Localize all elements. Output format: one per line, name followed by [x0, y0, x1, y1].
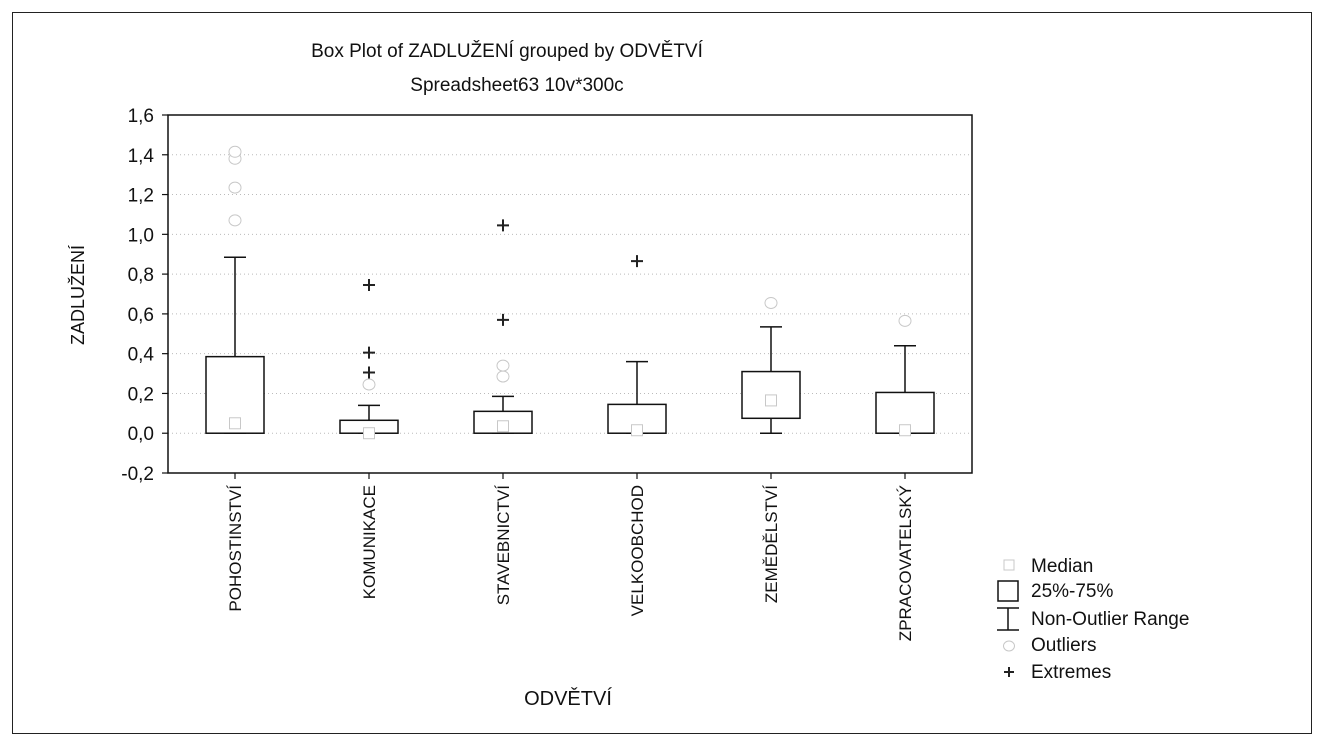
y-tick-label: 0,8 [128, 265, 154, 286]
y-tick-label: 0,6 [128, 305, 154, 326]
x-tick-label: KOMUNIKACE [360, 485, 379, 599]
y-tick-label: 0,4 [128, 345, 155, 366]
outlier-point [496, 359, 510, 372]
outlier-point [362, 378, 376, 391]
median-marker [497, 420, 509, 433]
y-tick-label: 0,0 [128, 424, 154, 445]
legend-median-marker [1003, 559, 1015, 571]
legend-whisker-label: Non-Outlier Range [1031, 609, 1189, 630]
y-tick-label: -0,2 [121, 464, 154, 485]
y-axis-label: ZADLUŽENÍ [68, 245, 88, 345]
median-marker [363, 427, 375, 440]
outlier-point [228, 181, 242, 194]
extreme-point [363, 279, 375, 292]
plot-area: -0,2 0,0 0,2 0,4 0,6 0,8 1,0 1,2 1,4 1,6 POHOSTINS… [121, 106, 973, 641]
chart-frame [12, 12, 1312, 734]
x-tick-label: ZEMĚDĚLSTVÍ [762, 485, 781, 603]
x-tick-label: ZPRACOVATELSKÝ [896, 485, 915, 641]
extreme-point [497, 219, 509, 232]
y-tick-label: 0,2 [128, 384, 154, 405]
y-tick-label: 1,4 [128, 146, 155, 167]
median-marker [899, 424, 911, 437]
legend: Median 25%-75% Non-Outlier Range Outlier… [997, 556, 1189, 683]
outlier-point [228, 214, 242, 227]
legend-outlier-label: Outliers [1031, 635, 1096, 656]
y-tick-label: 1,6 [128, 106, 154, 127]
outlier-point [764, 296, 778, 309]
y-tick-label: 1,0 [128, 225, 154, 246]
legend-extreme-marker [1004, 667, 1014, 677]
legend-box-marker [997, 580, 1019, 602]
extreme-point [363, 366, 375, 379]
median-marker [229, 417, 241, 430]
legend-box-label: 25%-75% [1031, 581, 1113, 602]
x-tick-label: STAVEBNICTVÍ [494, 485, 513, 606]
legend-extreme-label: Extremes [1031, 662, 1111, 683]
extreme-point [631, 255, 643, 268]
median-marker [765, 394, 777, 407]
x-axis-label: ODVĚTVÍ [524, 687, 612, 710]
x-tick-label: POHOSTINSTVÍ [226, 485, 245, 612]
y-tick-label: 1,2 [128, 186, 154, 207]
chart-title: Box Plot of ZADLUŽENÍ grouped by ODVĚTVÍ [311, 40, 703, 62]
x-tick-label: VELKOOBCHOD [628, 485, 647, 616]
chart-subtitle: Spreadsheet63 10v*300c [410, 75, 623, 96]
plot-frame [167, 114, 973, 474]
median-marker [631, 424, 643, 437]
extreme-point [363, 346, 375, 359]
legend-median-label: Median [1031, 556, 1093, 577]
legend-outlier-marker [1003, 640, 1015, 652]
outlier-point [496, 370, 510, 383]
outlier-point [228, 145, 242, 158]
legend-whisker-marker [997, 607, 1019, 631]
outlier-point [898, 314, 912, 327]
iqr-box [205, 355, 265, 434]
extreme-point [497, 313, 509, 326]
